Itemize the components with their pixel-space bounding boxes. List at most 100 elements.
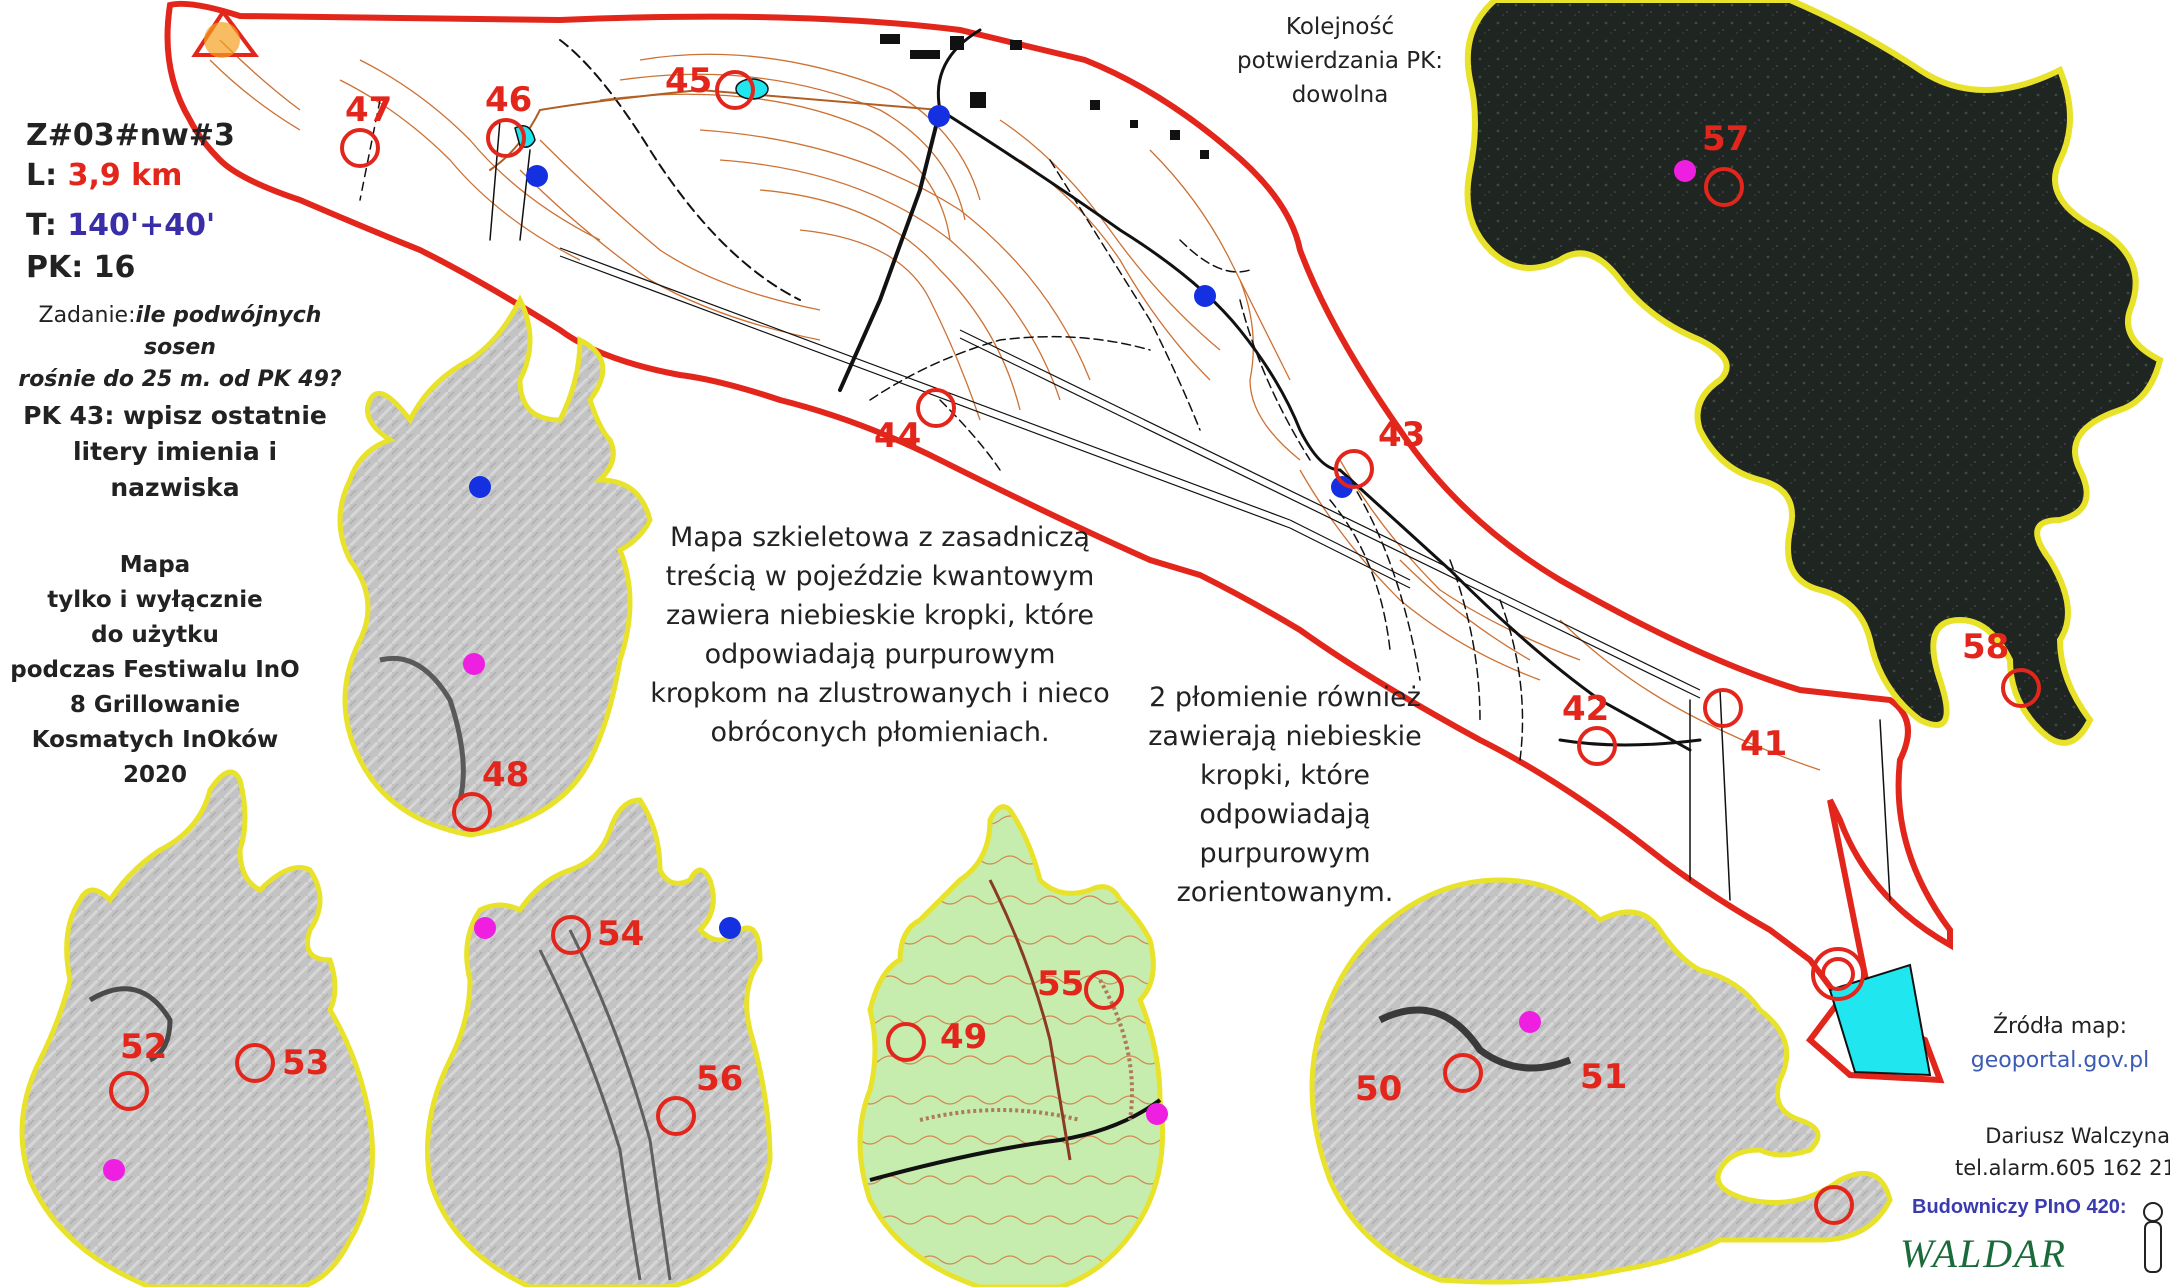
control-circle-56 — [656, 1096, 696, 1136]
buildings — [880, 34, 1209, 159]
skeleton-note: Mapa szkieletowa z zasadniczą treścią w … — [650, 518, 1110, 752]
control-number-44: 44 — [874, 416, 921, 456]
control-number-47: 47 — [345, 90, 392, 130]
control-number-49: 49 — [940, 1017, 987, 1057]
task-text-2: rośnie do 25 m. od PK 49? — [18, 367, 342, 392]
control-number-52: 52 — [120, 1027, 167, 1067]
control-circle-41 — [1703, 688, 1743, 728]
magenta-dots — [103, 160, 1696, 1181]
task-note: Zadanie:ile podwójnych sosen rośnie do 2… — [10, 300, 350, 396]
blue-dots — [469, 105, 1353, 939]
control-number-55: 55 — [1037, 964, 1084, 1004]
magenta-dot — [463, 653, 485, 675]
control-number-57: 57 — [1702, 119, 1749, 159]
magenta-dot — [474, 917, 496, 939]
skeleton-line: obróconych płomieniach. — [710, 717, 1050, 748]
usage-line: do użytku — [91, 622, 219, 648]
blue-dot — [469, 476, 491, 498]
usage-line: 8 Grillowanie — [69, 692, 241, 718]
control-circle-42 — [1577, 726, 1617, 766]
control-number-45: 45 — [665, 61, 712, 101]
control-number-46: 46 — [485, 80, 532, 120]
flame-52-53 — [19, 769, 375, 1287]
control-number-58: 58 — [1962, 627, 2009, 667]
blue-dot — [526, 165, 548, 187]
flame-50-51 — [1309, 877, 1893, 1285]
order-line: potwierdzania PK: — [1237, 48, 1443, 74]
controls-count: PK: 16 — [26, 250, 136, 285]
finish-circle — [1811, 947, 1865, 1001]
dark-flame — [1464, 0, 2164, 746]
control-circle-52 — [109, 1071, 149, 1111]
skeleton-line: kropkom na zlustrowanych i nieco — [650, 678, 1110, 709]
magenta-dot — [1146, 1103, 1168, 1125]
author-phone: tel.alarm.605 162 21 — [1955, 1156, 2170, 1180]
usage-line: tylko i wyłącznie — [47, 587, 263, 613]
course-length: L: 3,9 km — [26, 158, 182, 193]
sources-link[interactable]: geoportal.gov.pl — [1970, 1048, 2150, 1073]
task-text-1: ile podwójnych sosen — [135, 303, 322, 360]
length-label: L: — [26, 158, 58, 193]
control-number-41: 41 — [1740, 724, 1787, 764]
control-circle-50 — [1443, 1053, 1483, 1093]
magenta-dot — [1519, 1011, 1541, 1033]
control-circle-45 — [715, 70, 755, 110]
flame-49-55 — [857, 804, 1165, 1287]
author-name: Dariusz Walczyna — [1985, 1124, 2170, 1148]
control-circle-53 — [235, 1043, 275, 1083]
sources-label: Źródła map: — [1992, 1014, 2128, 1039]
start-triangle — [191, 8, 259, 58]
course-time: T: 140'+40' — [26, 208, 215, 243]
order-note: Kolejność potwierdzania PK: dowolna — [1220, 10, 1460, 112]
pk43-line-2: litery imienia i nazwiska — [72, 437, 278, 502]
sources-note: Źródła map: geoportal.gov.pl — [1960, 1010, 2160, 1078]
control-circle-48 — [452, 792, 492, 832]
blue-dot — [1194, 285, 1216, 307]
usage-line: Kosmatych InOków 2020 — [31, 727, 279, 788]
flames-line: zawierają niebieskie — [1148, 721, 1422, 752]
blue-dot — [1331, 476, 1353, 498]
skeleton-line: treścią w pojeździe kwantowym — [665, 561, 1095, 592]
builder-signature: WALDAR — [1900, 1231, 2067, 1276]
control-number-43: 43 — [1378, 415, 1425, 455]
control-numbers: 41 42 43 44 45 46 47 48 49 50 51 52 53 5… — [120, 61, 2009, 1109]
skeleton-line: odpowiadają purpurowym — [704, 639, 1056, 670]
control-number-56: 56 — [696, 1059, 743, 1099]
control-circle-54 — [551, 915, 591, 955]
pk43-note: PK 43: wpisz ostatnie litery imienia i n… — [10, 398, 340, 506]
time-label: T: — [26, 208, 57, 243]
flames-line: kropki, które — [1200, 760, 1370, 791]
control-circle-43 — [1334, 449, 1374, 489]
control-number-48: 48 — [482, 755, 529, 795]
flames-note: 2 płomienie również zawierają niebieskie… — [1140, 678, 1430, 912]
control-circles — [109, 70, 2041, 1225]
blue-dot — [719, 917, 741, 939]
control-circle-44 — [916, 388, 956, 428]
order-line: dowolna — [1291, 82, 1389, 108]
time-value: 140'+40' — [67, 208, 216, 243]
control-circle-57 — [1704, 167, 1744, 207]
blue-dot — [928, 105, 950, 127]
course-code: Z#03#nw#3 — [26, 118, 235, 153]
flames-line: odpowiadają — [1199, 799, 1371, 830]
control-circle-55 — [1084, 970, 1124, 1010]
control-circle-49 — [886, 1022, 926, 1062]
control-number-53: 53 — [282, 1043, 329, 1083]
skeleton-line: Mapa szkieletowa z zasadniczą — [670, 522, 1090, 553]
flame-54-56 — [425, 797, 773, 1287]
order-line: Kolejność — [1285, 14, 1395, 40]
builder-label: Budowniczy PInO 420: — [1912, 1196, 2127, 1218]
flame-48 — [337, 294, 653, 838]
control-circle-46 — [486, 118, 526, 158]
task-prefix: Zadanie: — [38, 303, 136, 328]
flames-line: 2 płomienie również — [1149, 682, 1421, 713]
usage-line: Mapa — [119, 552, 191, 578]
author-note: Dariusz Walczyna tel.alarm.605 162 21 — [1955, 1120, 2170, 1184]
control-number-54: 54 — [597, 914, 644, 954]
usage-note: Mapa tylko i wyłącznie do użytku podczas… — [0, 548, 310, 793]
control-circle-58 — [2001, 668, 2041, 708]
usage-line: podczas Festiwalu InO — [10, 657, 300, 683]
control-number-42: 42 — [1562, 689, 1609, 729]
skeleton-line: zawiera niebieskie kropki, które — [666, 600, 1094, 631]
